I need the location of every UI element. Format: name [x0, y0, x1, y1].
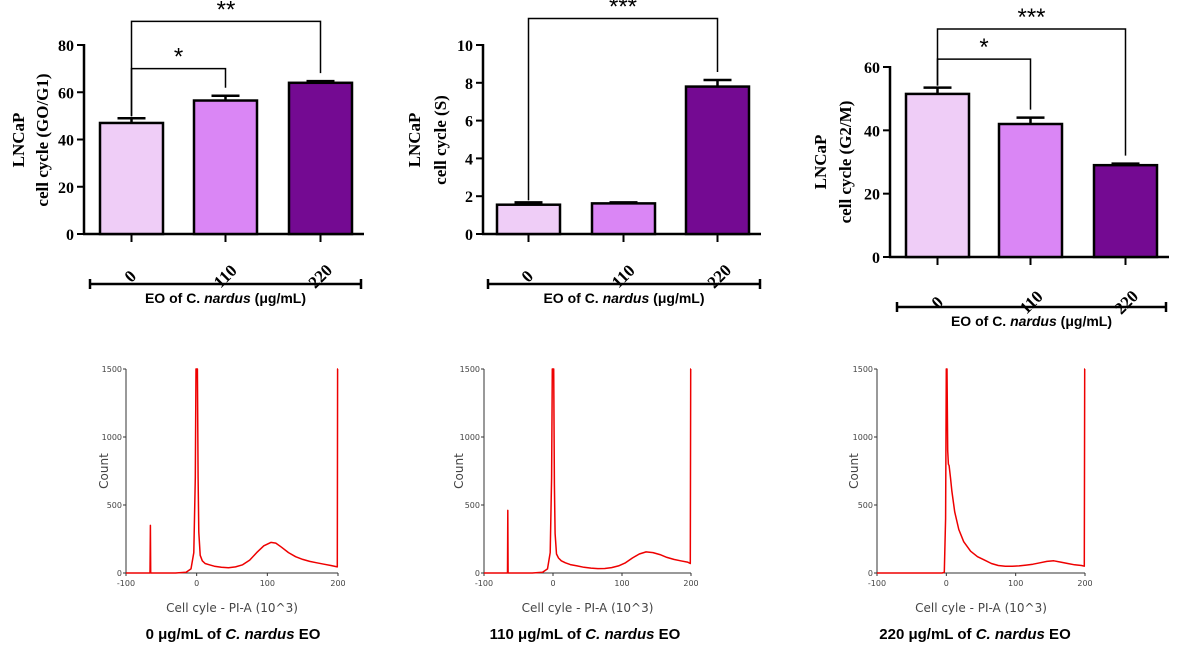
x-tick-label: 0 — [550, 579, 555, 588]
y-axis-label-line1: LNCaP — [405, 113, 424, 168]
y-tick-label: 1000 — [853, 433, 873, 442]
x-tick-label: -100 — [117, 579, 135, 588]
y-tick-label: 0 — [465, 227, 473, 244]
bar — [98, 121, 165, 236]
x-tick-label: 100 — [260, 579, 275, 588]
y-tick-label: 1000 — [102, 433, 122, 442]
y-tick-label: 500 — [858, 501, 873, 510]
x-axis-label: Cell cyle - PI-A (10^3) — [915, 601, 1047, 615]
bar — [495, 203, 562, 236]
x-axis-label: Cell cyle - PI-A (10^3) — [166, 601, 298, 615]
x-tick-label: 220 — [305, 261, 336, 292]
y-axis-label: Count — [452, 453, 466, 489]
x-tick-label: -100 — [868, 579, 886, 588]
y-tick-label: 20 — [864, 187, 880, 204]
histogram-caption-110: 110 μg/mL of C. nardus EO — [489, 626, 681, 643]
x-tick-label: 110 — [608, 261, 639, 292]
y-tick-label: 10 — [457, 38, 473, 55]
y-axis-label: Count — [847, 453, 861, 489]
histogram-caption-0: 0 μg/mL of C. nardus EO — [145, 626, 321, 643]
x-tick-label: 200 — [683, 579, 698, 588]
y-tick-label: 500 — [465, 501, 480, 510]
y-tick-label: 0 — [872, 250, 880, 267]
y-tick-label: 0 — [117, 569, 122, 578]
y-tick-label: 80 — [58, 38, 74, 55]
histogram-line — [126, 368, 339, 574]
y-axis-label-line2: cell cycle (G2/M) — [836, 101, 855, 224]
significance-bracket — [130, 20, 322, 117]
y-tick-label: 0 — [475, 569, 480, 578]
y-axis-label-line1: LNCaP — [9, 113, 28, 168]
y-tick-label: 40 — [864, 123, 880, 140]
x-tick-label: 200 — [1077, 579, 1092, 588]
bar — [192, 99, 259, 236]
x-axis-label: Cell cyle - PI-A (10^3) — [522, 601, 654, 615]
bar — [684, 85, 751, 236]
y-axis-label-line2: cell cycle (GO/G1) — [33, 73, 52, 206]
x-tick-label: 0 — [928, 293, 947, 312]
y-tick-label: 60 — [864, 60, 880, 77]
x-tick-label: 200 — [330, 579, 345, 588]
y-axis-label-line1: LNCaP — [811, 135, 830, 190]
significance-label: * — [979, 34, 988, 61]
y-tick-label: 1500 — [460, 365, 480, 374]
significance-bracket — [936, 28, 1127, 156]
bar — [1092, 163, 1159, 259]
y-tick-label: 0 — [66, 227, 74, 244]
y-axis-label: Count — [97, 453, 111, 489]
significance-label: *** — [1017, 4, 1045, 31]
x-tick-label: 110 — [210, 261, 241, 292]
x-axis-label: EO of C. nardus (μg/mL) — [951, 313, 1112, 329]
y-tick-label: 1500 — [102, 365, 122, 374]
y-tick-label: 1500 — [853, 365, 873, 374]
y-tick-label: 1000 — [460, 433, 480, 442]
y-tick-label: 6 — [465, 114, 473, 131]
y-tick-label: 4 — [465, 151, 473, 168]
y-tick-label: 40 — [58, 133, 74, 150]
histogram-line — [877, 368, 1086, 574]
bar — [904, 92, 971, 259]
x-tick-label: 220 — [1111, 287, 1142, 318]
x-tick-label: -100 — [475, 579, 493, 588]
y-tick-label: 20 — [58, 180, 74, 197]
significance-label: *** — [609, 0, 637, 21]
x-tick-label: 100 — [1008, 579, 1023, 588]
x-tick-label: 220 — [704, 261, 735, 292]
x-axis-label: EO of C. nardus (μg/mL) — [543, 290, 704, 306]
x-tick-label: 0 — [944, 579, 949, 588]
y-tick-label: 60 — [58, 85, 74, 102]
y-tick-label: 0 — [868, 569, 873, 578]
significance-label: * — [174, 44, 183, 71]
y-tick-label: 500 — [107, 501, 122, 510]
x-axis-label: EO of C. nardus (μg/mL) — [145, 290, 306, 306]
bar — [590, 202, 657, 236]
histogram-caption-220: 220 μg/mL of C. nardus EO — [879, 626, 1071, 643]
significance-bracket — [527, 17, 719, 201]
y-axis-label-line2: cell cycle (S) — [431, 95, 450, 185]
y-tick-label: 2 — [465, 189, 473, 206]
significance-label: ** — [217, 0, 236, 23]
histogram-line — [484, 368, 692, 574]
bar — [287, 81, 354, 236]
bar — [997, 122, 1064, 259]
y-tick-label: 8 — [465, 76, 473, 93]
x-tick-label: 0 — [194, 579, 199, 588]
x-tick-label: 100 — [614, 579, 629, 588]
